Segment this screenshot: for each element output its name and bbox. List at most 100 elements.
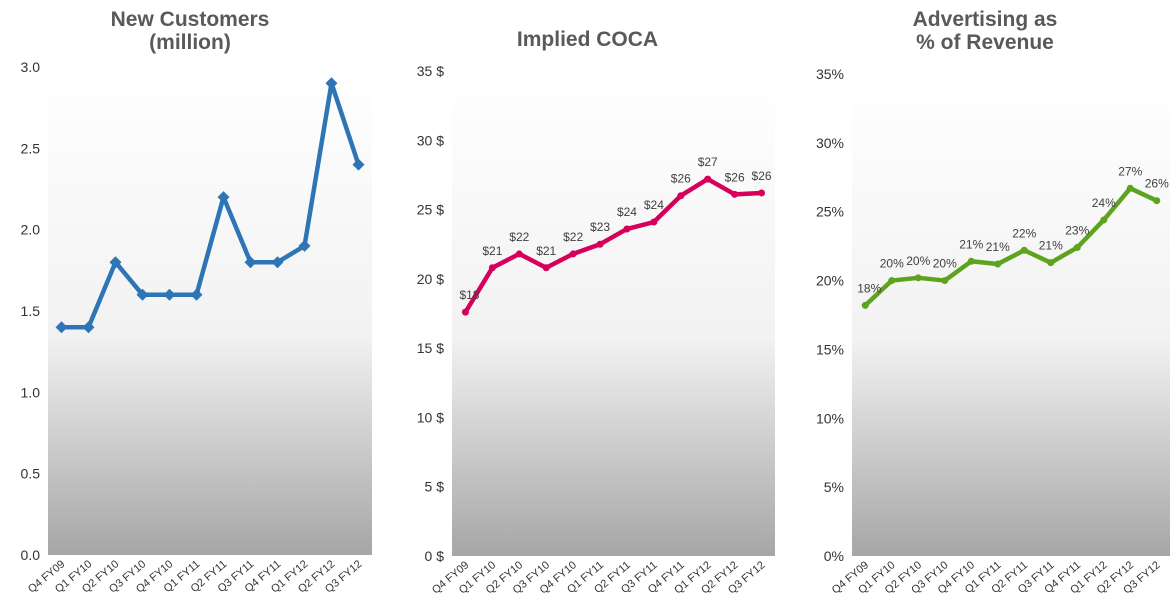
data-point: [1153, 197, 1161, 205]
data-point: [861, 301, 869, 309]
y-tick-label: 25 $: [417, 202, 444, 218]
data-point: [677, 192, 685, 200]
data-label: $24: [617, 205, 637, 219]
data-label: $26: [725, 170, 745, 184]
data-label: 21%: [986, 240, 1010, 254]
data-label: 23%: [1065, 224, 1089, 238]
data-point: [271, 256, 284, 269]
y-tick-label: 2.0: [21, 222, 41, 238]
data-label: $27: [698, 155, 718, 169]
data-label: 27%: [1118, 164, 1142, 178]
chart-title-line-1: Implied COCA: [516, 28, 659, 51]
y-tick-label: 35%: [816, 66, 844, 82]
data-point: [704, 175, 712, 183]
data-label: 20%: [880, 257, 904, 271]
data-point: [596, 240, 604, 248]
data-label: 20%: [906, 254, 930, 268]
data-label: $22: [563, 230, 583, 244]
data-point: [914, 274, 922, 282]
data-label: $26: [752, 169, 772, 183]
data-point: [967, 257, 975, 265]
series-line: [61, 81, 361, 330]
data-point: [888, 277, 896, 285]
chart-new-customers: New Customers (million) 0.0 0.5 1.0 1.5 2.0 2…: [0, 0, 380, 613]
data-label: $18: [459, 288, 479, 302]
plot-area: [852, 74, 1170, 556]
data-point: [190, 288, 203, 301]
y-tick-label: 0 $: [425, 548, 445, 564]
data-point: [623, 225, 631, 233]
data-label: $21: [482, 244, 502, 258]
data-label: $23: [590, 220, 610, 234]
data-point: [1073, 244, 1081, 252]
data-point: [352, 158, 365, 171]
data-point: [1047, 259, 1055, 267]
y-tick-label: 0%: [824, 548, 844, 564]
y-tick-label: 35 $: [417, 63, 444, 79]
data-label: $26: [671, 172, 691, 186]
data-point: [542, 264, 550, 272]
data-label: 18%: [857, 281, 881, 295]
y-tick-label: 5 $: [425, 479, 445, 495]
chart-implied-coca: Implied COCA 0 $ 5 $ 10 $ 15 $ 20 $ 25 $ 30 $ 3…: [395, 0, 780, 613]
y-tick-label: 5%: [824, 479, 844, 495]
data-point: [1126, 184, 1134, 192]
data-point: [650, 218, 658, 226]
y-tick-label: 10%: [816, 410, 844, 426]
y-tick-label: 0.5: [21, 466, 41, 482]
y-tick-label: 1.5: [21, 303, 41, 319]
chart-title: Advertising as % of Revenue: [800, 8, 1170, 54]
data-label: 22%: [1012, 226, 1036, 240]
data-label: 21%: [1039, 239, 1063, 253]
data-point: [515, 250, 523, 258]
data-point: [109, 256, 122, 269]
chart-advertising-revenue: Advertising as % of Revenue 0% 5% 10% 15% 20…: [800, 0, 1170, 613]
data-point: [1100, 216, 1108, 224]
data-point: [325, 77, 338, 90]
plot-area: [452, 71, 775, 556]
y-tick-label: 10 $: [417, 409, 444, 425]
data-label: $22: [509, 230, 529, 244]
data-label: 26%: [1145, 177, 1169, 191]
plot-area: [48, 67, 372, 555]
chart-title-line-2: % of Revenue: [916, 31, 1054, 54]
chart-title-line-1: New Customers: [110, 8, 270, 31]
y-tick-label: 3.0: [21, 59, 41, 75]
y-tick-label: 25%: [816, 204, 844, 220]
y-tick-label: 30 $: [417, 132, 444, 148]
data-point: [82, 321, 95, 334]
chart-title-line-2: (million): [149, 31, 231, 54]
data-label: $24: [644, 198, 664, 212]
series-line: [863, 186, 1158, 308]
data-point: [569, 250, 577, 258]
data-point: [941, 277, 949, 285]
data-point: [217, 191, 230, 204]
y-tick-label: 2.5: [21, 140, 41, 156]
data-label: 21%: [959, 237, 983, 251]
data-point: [298, 239, 311, 252]
data-point: [136, 288, 149, 301]
data-point: [1020, 246, 1028, 254]
y-tick-label: 0.0: [21, 547, 41, 563]
chart-title: New Customers (million): [0, 8, 380, 54]
data-label: $21: [536, 244, 556, 258]
data-label: 20%: [933, 257, 957, 271]
data-point: [461, 308, 469, 316]
chart-svg: 0 $5 $10 $15 $20 $25 $30 $35 $Q4 FY09Q1 …: [417, 63, 775, 597]
y-tick-label: 1.0: [21, 384, 41, 400]
y-tick-label: 15%: [816, 341, 844, 357]
series-line: [463, 176, 762, 314]
data-point: [244, 256, 257, 269]
y-tick-label: 20%: [816, 273, 844, 289]
y-tick-label: 15 $: [417, 340, 444, 356]
data-point: [758, 189, 766, 197]
data-point: [994, 260, 1002, 268]
chart-title: Implied COCA: [395, 28, 780, 51]
y-tick-label: 20 $: [417, 271, 444, 287]
data-point: [163, 288, 176, 301]
data-point: [731, 190, 739, 198]
data-point: [55, 321, 68, 334]
data-point: [488, 264, 496, 272]
